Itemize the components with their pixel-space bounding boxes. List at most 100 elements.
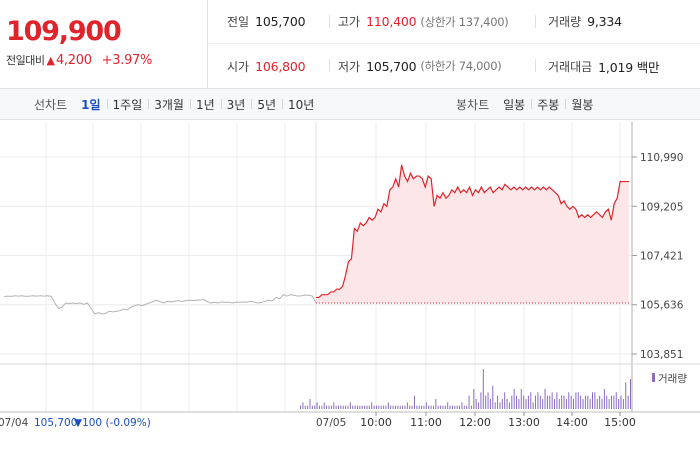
volume-bar [394,405,396,409]
volume-bar [335,405,337,409]
volume-bar [399,405,401,409]
volume-bar [582,399,584,409]
volume-bar [504,392,506,409]
volume-bar [454,405,456,409]
quote-row: 전일 105,700 고가 110,400 (상한가 137,400) 거래량 … [209,0,700,44]
volume-bar [611,395,613,409]
volume-bar [411,405,413,409]
prev-change-label: ▼100 (-0.09%) [74,417,151,429]
low-value: 105,700 [366,58,417,74]
volume-bar [423,405,425,409]
volume-bar [323,402,325,409]
price-fill-area [316,165,629,303]
x-tick-label: 14:00 [556,416,588,429]
volume-bar [326,405,328,409]
volume-bar [554,399,556,409]
volume-bar [380,405,382,409]
line-chart-title: 선차트 [34,97,68,112]
volume-bar [501,399,503,409]
volume-bar [402,405,404,409]
volume-bar [430,405,432,409]
volume-bar [518,399,520,409]
volume-bar [473,389,475,409]
volume-bar [622,399,624,409]
today-price-line [316,164,629,299]
volume-bar [349,402,351,409]
volume-bar [482,369,484,409]
tab-monthly[interactable]: 월봉 [565,96,599,113]
volume-bar [530,392,532,409]
volume-bar [478,402,480,409]
volume-bar [432,405,434,409]
volume-bar [627,395,629,409]
prev-close-cell: 전일 105,700 [209,0,329,44]
volume-bar [551,392,553,409]
volume-bar [449,405,451,409]
volume-bar [354,405,356,409]
high-value: 110,400 [366,14,417,29]
tab-1w[interactable]: 1주일 [106,96,149,113]
volume-bar [594,392,596,409]
volume-bar [537,392,539,409]
volume-bar [525,399,527,409]
volume-bar [556,392,558,409]
y-tick-label: 103,851 [640,349,683,361]
tab-10y[interactable]: 10년 [282,96,320,113]
candle-chart-tabs: 봉차트 일봉 주봉 월봉 [456,89,599,119]
price-change: 전일대비 ▲ 4,200 +3.97% [6,52,152,68]
trade-value: 1,019 백만 [598,59,660,75]
volume-bar [345,405,347,409]
up-arrow-icon: ▲ [46,54,55,67]
tab-1d[interactable]: 1일 [81,97,101,112]
volume-bar [508,402,510,409]
volume-bar [603,389,605,409]
tab-3m[interactable]: 3개월 [148,96,190,113]
volume-bar [413,395,415,409]
volume-bar [630,379,631,409]
volume-bar [516,395,518,409]
volume-bar [494,402,496,409]
volume-bar [307,405,309,409]
volume-bars [300,369,631,409]
volume-bar [461,402,463,409]
tab-1y[interactable]: 1년 [189,96,221,113]
volume-bar [390,405,392,409]
volume-bar [584,395,586,409]
x-tick-label: 12:00 [459,416,491,429]
tab-weekly[interactable]: 주봉 [531,96,565,113]
volume-bar [347,405,349,409]
open-cell: 시가 106,800 [209,44,329,88]
change-label: 전일대비 [6,54,45,67]
volume-bar [361,405,363,409]
tab-3y[interactable]: 3년 [220,96,252,113]
volume-bar [615,392,617,409]
volume-bar [421,405,423,409]
y-tick-label: 107,421 [640,250,683,262]
volume-bar [442,405,444,409]
volume-bar [546,395,548,409]
volume-bar [511,395,513,409]
volume-bar [397,405,399,409]
volume-bar [340,405,342,409]
volume-bar [418,405,420,409]
volume-bar [563,395,565,409]
prev-close-label: 전일 [227,15,250,29]
tab-5y[interactable]: 5년 [251,96,282,113]
y-tick-label: 105,636 [640,300,684,312]
volume-bar [470,405,472,409]
volume-bar [575,392,577,409]
volume-bar [601,399,603,409]
volume-bar [463,405,465,409]
volume-bar [492,385,494,409]
quote-row: 시가 106,800 저가 105,700 (하한가 74,000) 거래대금 … [209,44,700,88]
volume-bar [302,402,304,409]
volume-bar [328,405,330,409]
tab-daily[interactable]: 일봉 [503,97,526,112]
volume-bar [375,405,377,409]
volume-bar [520,389,522,409]
volume-bar [428,405,430,409]
volume-bar [451,405,453,409]
volume-bar [485,395,487,409]
volume-value: 9,334 [587,14,622,29]
volume-bar [565,399,567,409]
